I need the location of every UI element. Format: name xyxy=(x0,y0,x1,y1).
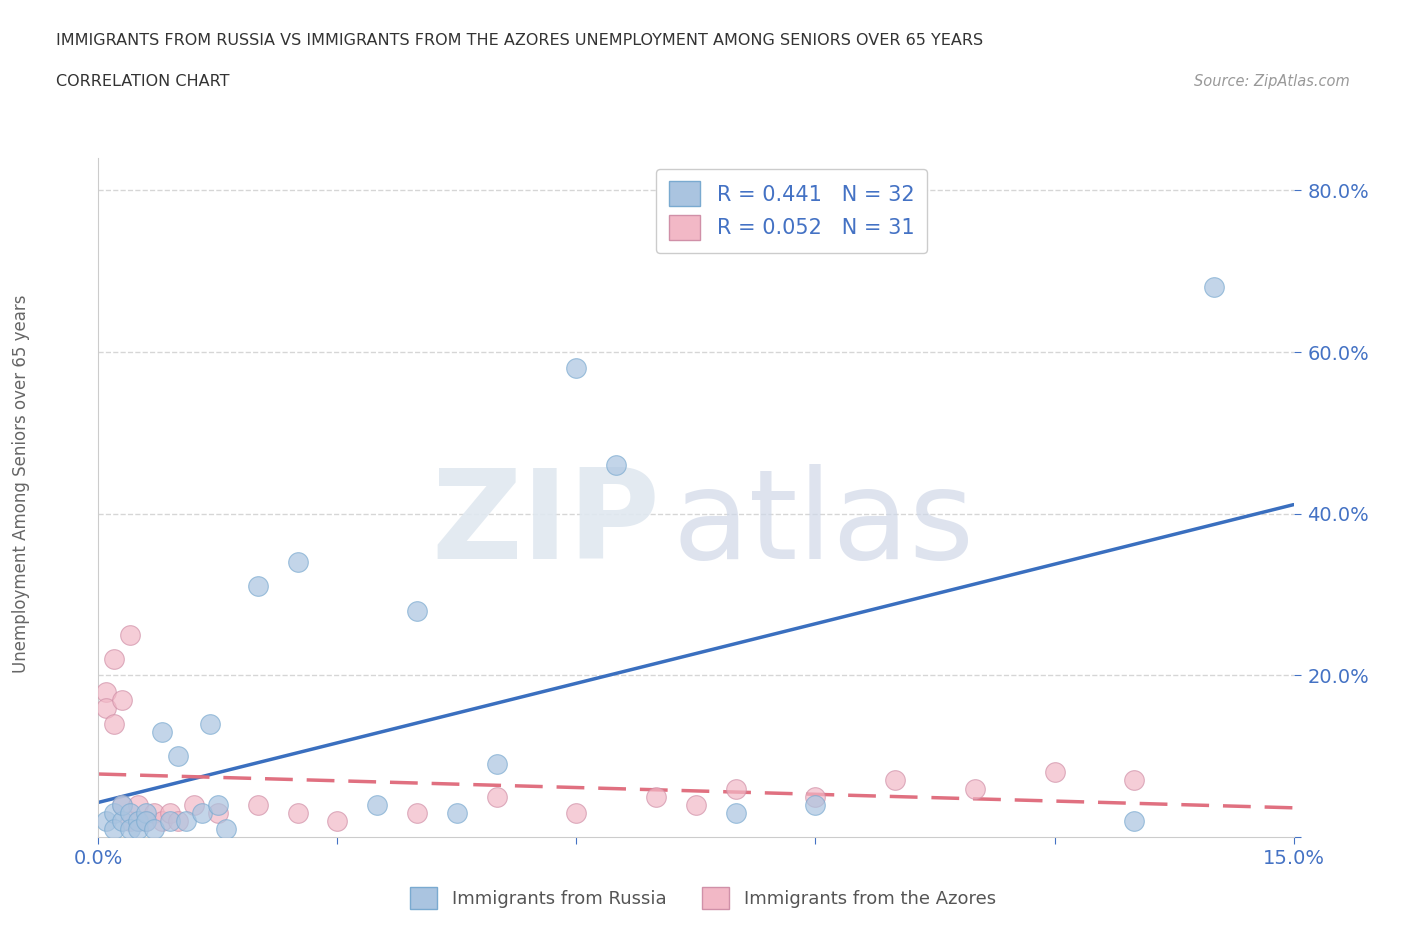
Point xyxy=(1123,773,1146,788)
Point xyxy=(183,797,205,812)
Point xyxy=(287,805,309,820)
Point xyxy=(963,781,986,796)
Point xyxy=(685,797,707,812)
Point xyxy=(215,821,238,836)
Point xyxy=(103,821,125,836)
Point xyxy=(1123,814,1146,829)
Point xyxy=(111,797,134,812)
Point xyxy=(1043,764,1066,779)
Point xyxy=(191,805,214,820)
Point xyxy=(605,458,627,472)
Point xyxy=(135,814,157,829)
Point xyxy=(167,749,190,764)
Point xyxy=(804,790,827,804)
Point xyxy=(143,821,166,836)
Text: Unemployment Among Seniors over 65 years: Unemployment Among Seniors over 65 years xyxy=(13,295,30,672)
Point xyxy=(127,821,149,836)
Point xyxy=(565,361,588,376)
Point xyxy=(127,814,149,829)
Point xyxy=(120,814,142,829)
Point xyxy=(724,805,747,820)
Point xyxy=(96,700,118,715)
Point xyxy=(103,652,125,667)
Point xyxy=(111,797,134,812)
Point xyxy=(103,716,125,731)
Point xyxy=(207,797,229,812)
Point xyxy=(724,781,747,796)
Text: CORRELATION CHART: CORRELATION CHART xyxy=(56,74,229,89)
Point xyxy=(207,805,229,820)
Point xyxy=(565,805,588,820)
Point xyxy=(287,555,309,570)
Point xyxy=(120,821,142,836)
Point xyxy=(446,805,468,820)
Point xyxy=(645,790,668,804)
Legend: Immigrants from Russia, Immigrants from the Azores: Immigrants from Russia, Immigrants from … xyxy=(404,880,1002,916)
Text: IMMIGRANTS FROM RUSSIA VS IMMIGRANTS FROM THE AZORES UNEMPLOYMENT AMONG SENIORS : IMMIGRANTS FROM RUSSIA VS IMMIGRANTS FRO… xyxy=(56,33,983,47)
Text: ZIP: ZIP xyxy=(432,464,661,585)
Point xyxy=(135,814,157,829)
Point xyxy=(326,814,349,829)
Point xyxy=(111,814,134,829)
Point xyxy=(406,604,429,618)
Point xyxy=(159,814,181,829)
Legend: R = 0.441   N = 32, R = 0.052   N = 31: R = 0.441 N = 32, R = 0.052 N = 31 xyxy=(657,168,927,253)
Point xyxy=(1202,280,1225,295)
Point xyxy=(485,790,508,804)
Point xyxy=(366,797,388,812)
Point xyxy=(167,814,190,829)
Point xyxy=(485,757,508,772)
Text: Source: ZipAtlas.com: Source: ZipAtlas.com xyxy=(1194,74,1350,89)
Point xyxy=(143,805,166,820)
Point xyxy=(111,692,134,707)
Point xyxy=(406,805,429,820)
Point xyxy=(198,716,221,731)
Point xyxy=(96,814,118,829)
Point xyxy=(96,684,118,699)
Text: atlas: atlas xyxy=(672,464,974,585)
Point xyxy=(174,814,197,829)
Point xyxy=(246,579,269,594)
Point xyxy=(150,724,173,739)
Point xyxy=(150,814,173,829)
Point xyxy=(120,805,142,820)
Point xyxy=(884,773,907,788)
Point xyxy=(127,797,149,812)
Point xyxy=(804,797,827,812)
Point xyxy=(127,814,149,829)
Point xyxy=(135,805,157,820)
Point xyxy=(159,805,181,820)
Point xyxy=(246,797,269,812)
Point xyxy=(103,805,125,820)
Point xyxy=(120,628,142,643)
